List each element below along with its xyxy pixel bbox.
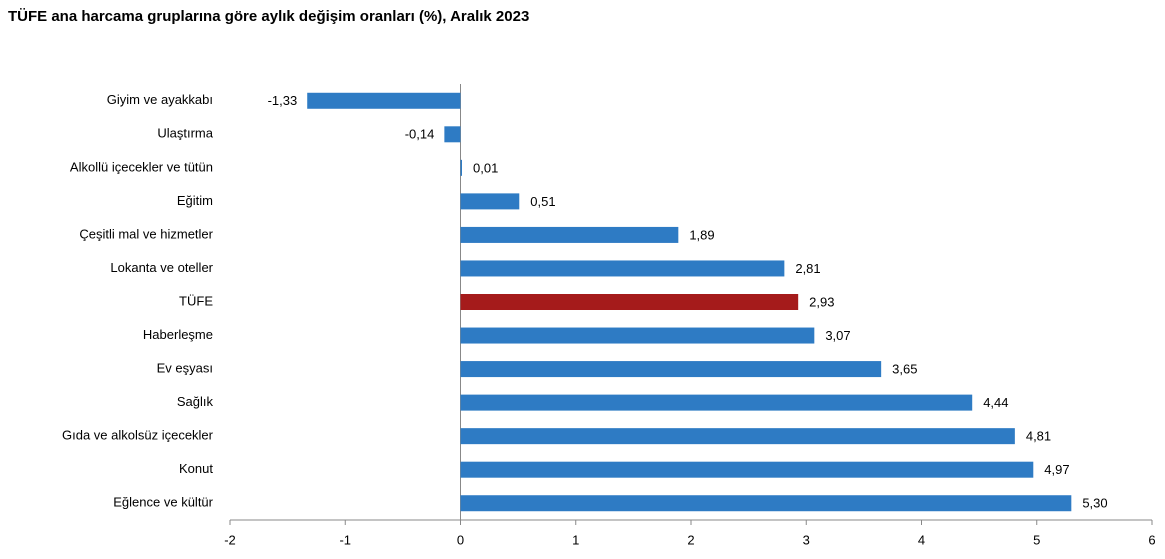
x-tick-label: 1 — [572, 532, 579, 547]
chart-title: TÜFE ana harcama gruplarına göre aylık d… — [8, 8, 529, 25]
x-tick-label: 3 — [803, 532, 810, 547]
category-label: Sağlık — [177, 394, 214, 409]
bar — [460, 327, 815, 344]
bar — [460, 361, 882, 378]
category-label: Lokanta ve oteller — [110, 260, 213, 275]
data-label: 4,44 — [983, 395, 1008, 410]
category-label: Ev eşyası — [157, 361, 213, 376]
data-label: 0,51 — [530, 194, 555, 209]
category-label: Eğlence ve kültür — [113, 495, 213, 510]
data-label: 4,81 — [1026, 429, 1051, 444]
bar — [460, 193, 520, 210]
bar — [460, 428, 1015, 445]
category-label: Eğitim — [177, 193, 213, 208]
x-tick-label: -2 — [224, 532, 236, 547]
data-label: 5,30 — [1082, 496, 1107, 511]
bar — [460, 495, 1072, 512]
data-label: 4,97 — [1044, 462, 1069, 477]
bar — [460, 394, 973, 411]
x-tick-label: 2 — [687, 532, 694, 547]
x-tick-label: 6 — [1148, 532, 1155, 547]
data-label: 3,65 — [892, 362, 917, 377]
data-label: -0,14 — [405, 127, 435, 142]
category-label: Çeşitli mal ve hizmetler — [79, 226, 213, 241]
data-label: 1,89 — [689, 227, 714, 242]
category-label: Gıda ve alkolsüz içecekler — [62, 428, 214, 443]
bar — [307, 92, 461, 109]
bar — [460, 461, 1034, 478]
x-tick-label: 4 — [918, 532, 925, 547]
data-label: 3,07 — [825, 328, 850, 343]
bar — [460, 260, 785, 277]
x-tick-label: 5 — [1033, 532, 1040, 547]
data-label: 2,81 — [795, 261, 820, 276]
data-label: -1,33 — [268, 93, 298, 108]
category-label: Alkollü içecekler ve tütün — [70, 159, 213, 174]
category-label: TÜFE — [179, 293, 213, 308]
category-label: Haberleşme — [143, 327, 213, 342]
category-label: Konut — [179, 461, 213, 476]
data-label: 2,93 — [809, 294, 834, 309]
x-tick-label: -1 — [339, 532, 351, 547]
data-label: 0,01 — [473, 160, 498, 175]
bar — [460, 294, 799, 310]
bar — [444, 126, 461, 143]
x-tick-label: 0 — [457, 532, 464, 547]
category-label: Giyim ve ayakkabı — [107, 92, 213, 107]
bar — [460, 226, 679, 243]
category-label: Ulaştırma — [157, 126, 213, 141]
bar — [460, 159, 462, 176]
